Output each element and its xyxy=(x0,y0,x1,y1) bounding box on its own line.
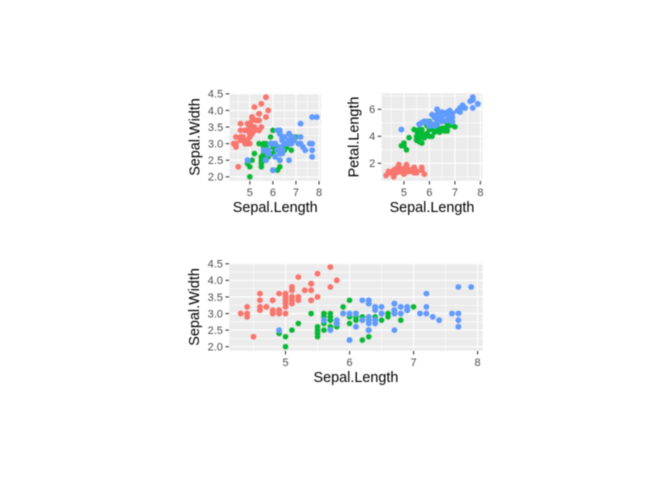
svg-text:2.5: 2.5 xyxy=(208,155,223,167)
svg-text:3.0: 3.0 xyxy=(208,308,223,320)
svg-text:3.0: 3.0 xyxy=(208,138,223,150)
svg-text:2.5: 2.5 xyxy=(208,325,223,337)
svg-text:Sepal.Length: Sepal.Length xyxy=(314,370,399,386)
svg-text:4.0: 4.0 xyxy=(208,105,223,117)
svg-text:6: 6 xyxy=(346,357,352,369)
svg-text:Petal.Length: Petal.Length xyxy=(347,97,363,178)
svg-text:Sepal.Width: Sepal.Width xyxy=(188,98,204,176)
svg-text:8: 8 xyxy=(475,357,481,369)
svg-text:Sepal.Width: Sepal.Width xyxy=(187,268,203,346)
svg-text:3.5: 3.5 xyxy=(208,292,223,304)
svg-text:Sepal.Length: Sepal.Length xyxy=(390,200,475,216)
svg-text:8: 8 xyxy=(316,187,322,199)
svg-text:8: 8 xyxy=(477,187,483,199)
svg-text:7: 7 xyxy=(452,187,458,199)
svg-text:4: 4 xyxy=(369,131,375,143)
svg-text:4.0: 4.0 xyxy=(208,275,223,287)
svg-text:4.5: 4.5 xyxy=(208,89,223,101)
svg-text:6: 6 xyxy=(426,187,432,199)
svg-text:2.0: 2.0 xyxy=(208,172,223,184)
svg-text:6: 6 xyxy=(270,187,276,199)
svg-text:2.0: 2.0 xyxy=(208,342,223,354)
svg-text:Sepal.Length: Sepal.Length xyxy=(233,200,318,216)
svg-text:5: 5 xyxy=(282,357,288,369)
svg-text:2: 2 xyxy=(369,158,375,170)
svg-text:6: 6 xyxy=(369,104,375,116)
svg-text:7: 7 xyxy=(410,357,416,369)
svg-text:7: 7 xyxy=(293,187,299,199)
svg-text:5: 5 xyxy=(247,187,253,199)
svg-text:5: 5 xyxy=(401,187,407,199)
svg-text:4.5: 4.5 xyxy=(208,259,223,271)
svg-text:3.5: 3.5 xyxy=(208,122,223,134)
